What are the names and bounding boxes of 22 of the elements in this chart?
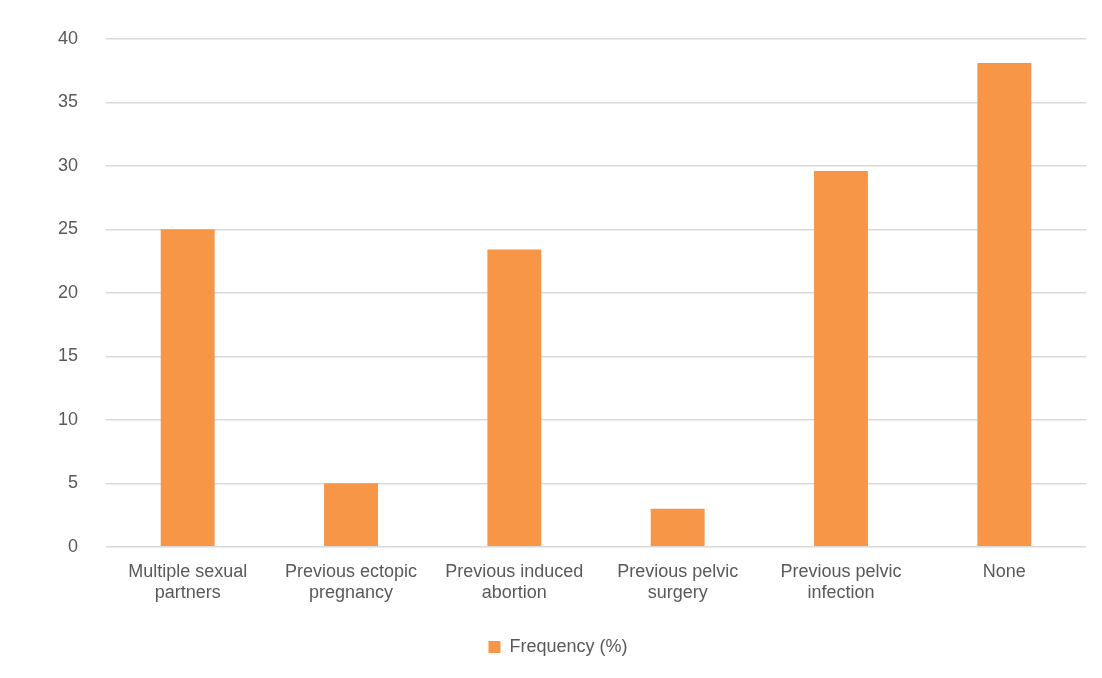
x-tick-label: Previous pelvic infection — [780, 560, 902, 603]
x-tick-label: Previous pelvic surgery — [617, 560, 739, 603]
x-tick-label: Multiple sexual partners — [128, 560, 248, 603]
x-tick-label: None — [982, 560, 1026, 581]
bar — [324, 483, 378, 547]
bar — [160, 229, 215, 547]
x-tick-label: Previous induced abortion — [445, 560, 584, 603]
bar — [814, 170, 868, 547]
bar — [977, 62, 1032, 547]
legend-label: Frequency (%) — [509, 635, 628, 656]
y-tick-label: 35 — [57, 91, 79, 112]
y-tick-label: 5 — [68, 472, 79, 493]
y-tick-label: 25 — [57, 218, 79, 239]
x-tick-label: Previous ectopic pregnancy — [284, 560, 418, 603]
y-tick-label: 40 — [57, 27, 79, 48]
y-tick-label: 10 — [57, 408, 79, 429]
bar — [650, 508, 705, 547]
y-tick-label: 20 — [57, 281, 79, 302]
y-tick-label: 30 — [57, 154, 79, 175]
y-tick-label: 15 — [57, 345, 79, 366]
y-tick-label: 0 — [68, 535, 79, 556]
bar — [487, 249, 542, 547]
